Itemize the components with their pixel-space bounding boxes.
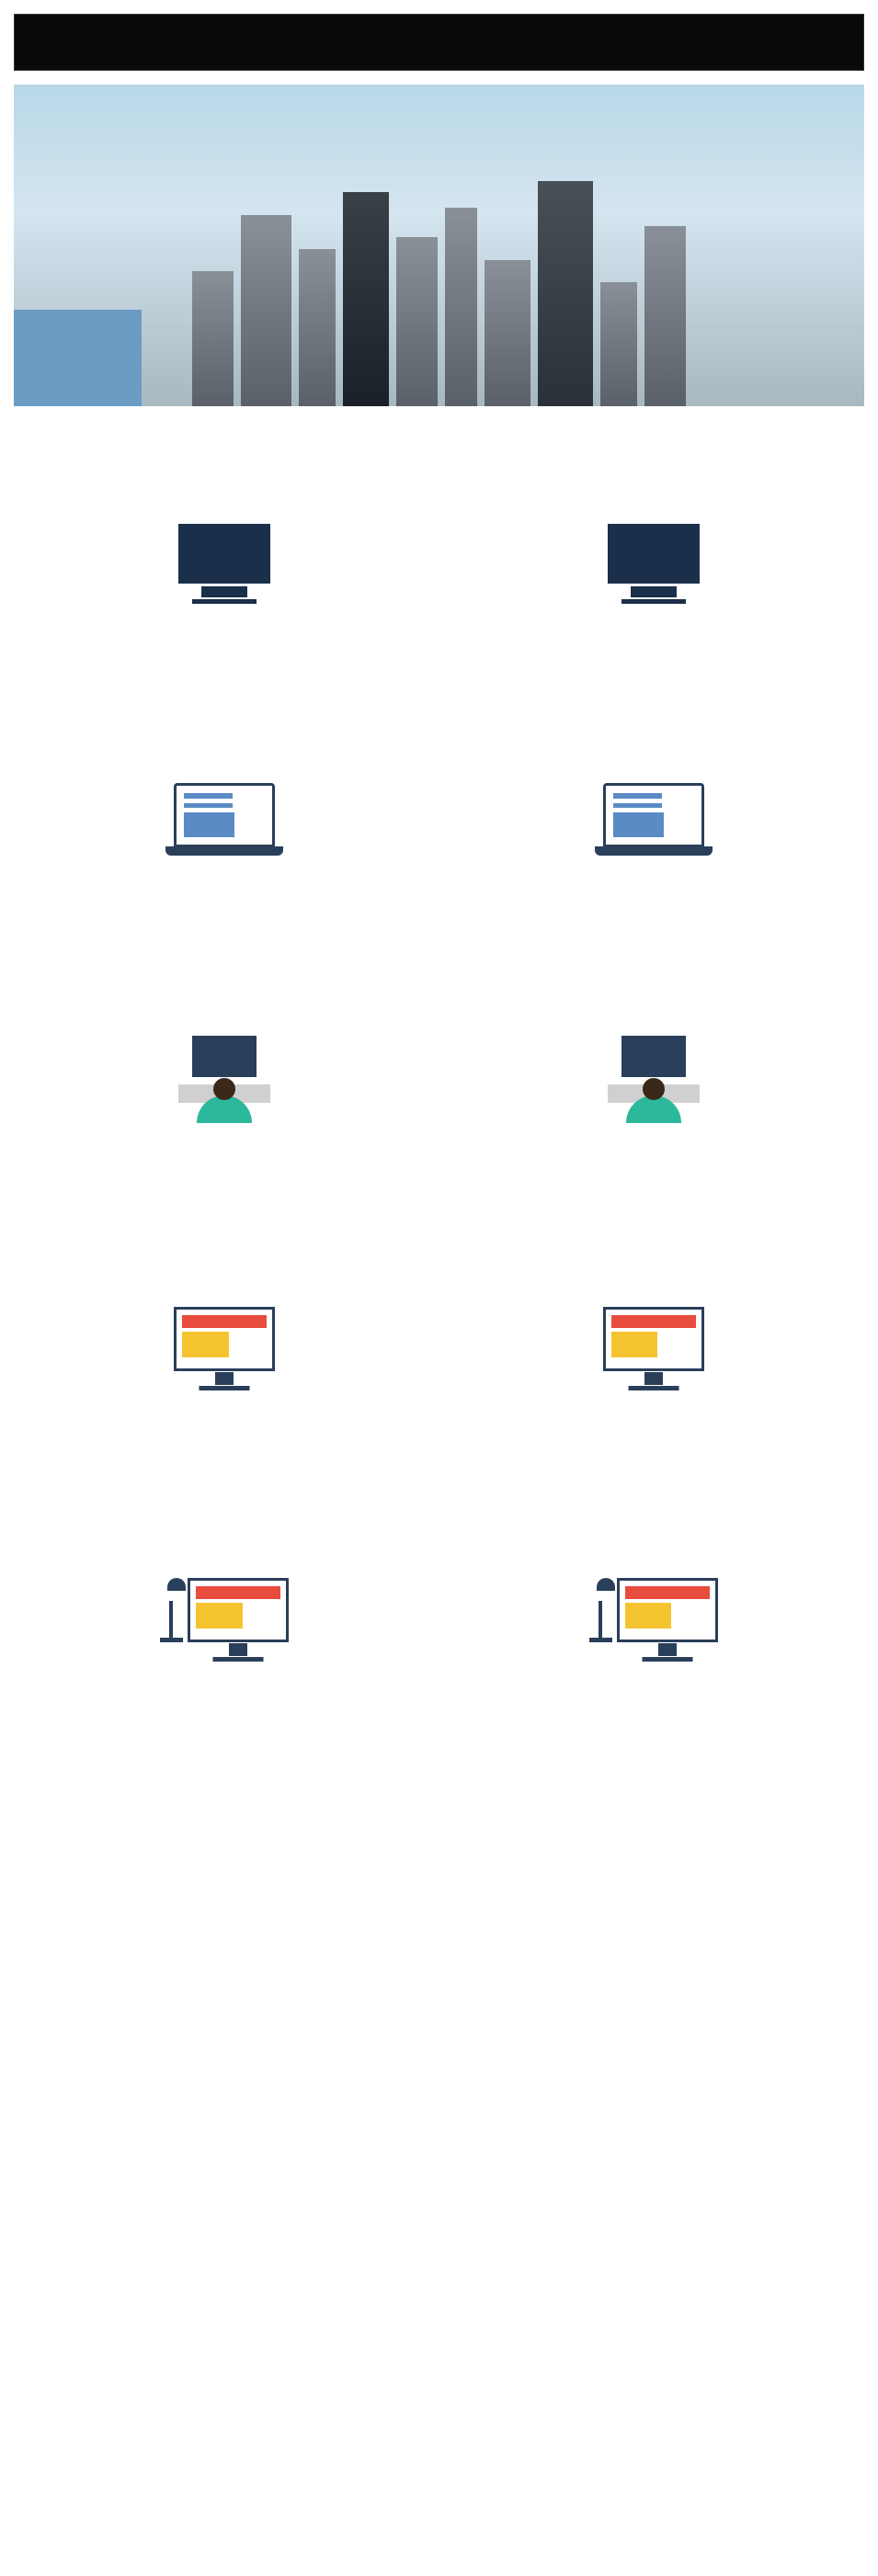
comparison-definition bbox=[0, 452, 878, 668]
section-header-integration bbox=[14, 930, 864, 976]
workstation-icon bbox=[594, 1036, 713, 1118]
comparison-integration bbox=[0, 976, 878, 1192]
comparison-usage bbox=[0, 714, 878, 930]
divider bbox=[436, 480, 443, 622]
laptop-icon bbox=[174, 783, 275, 847]
section-header-features bbox=[14, 1454, 864, 1500]
hero-skyline-image bbox=[14, 85, 864, 406]
workstation-icon bbox=[165, 1036, 284, 1118]
laptop-icon bbox=[603, 783, 704, 847]
divider bbox=[436, 1004, 443, 1146]
title-banner bbox=[14, 14, 864, 71]
desktop-icon bbox=[603, 1307, 704, 1371]
comparison-products bbox=[0, 1238, 878, 1454]
section-header-products bbox=[14, 1192, 864, 1238]
lamp-desktop-icon bbox=[155, 1560, 293, 1642]
monitor-icon bbox=[608, 524, 700, 584]
divider bbox=[436, 1265, 443, 1408]
divider bbox=[436, 1527, 443, 1670]
section-header-definition bbox=[14, 406, 864, 452]
footer-url bbox=[0, 1716, 878, 1771]
comparison-features bbox=[0, 1500, 878, 1716]
lamp-desktop-icon bbox=[585, 1560, 723, 1642]
divider bbox=[436, 742, 443, 884]
desktop-icon bbox=[174, 1307, 275, 1371]
section-header-usage bbox=[14, 668, 864, 714]
monitor-icon bbox=[178, 524, 270, 584]
